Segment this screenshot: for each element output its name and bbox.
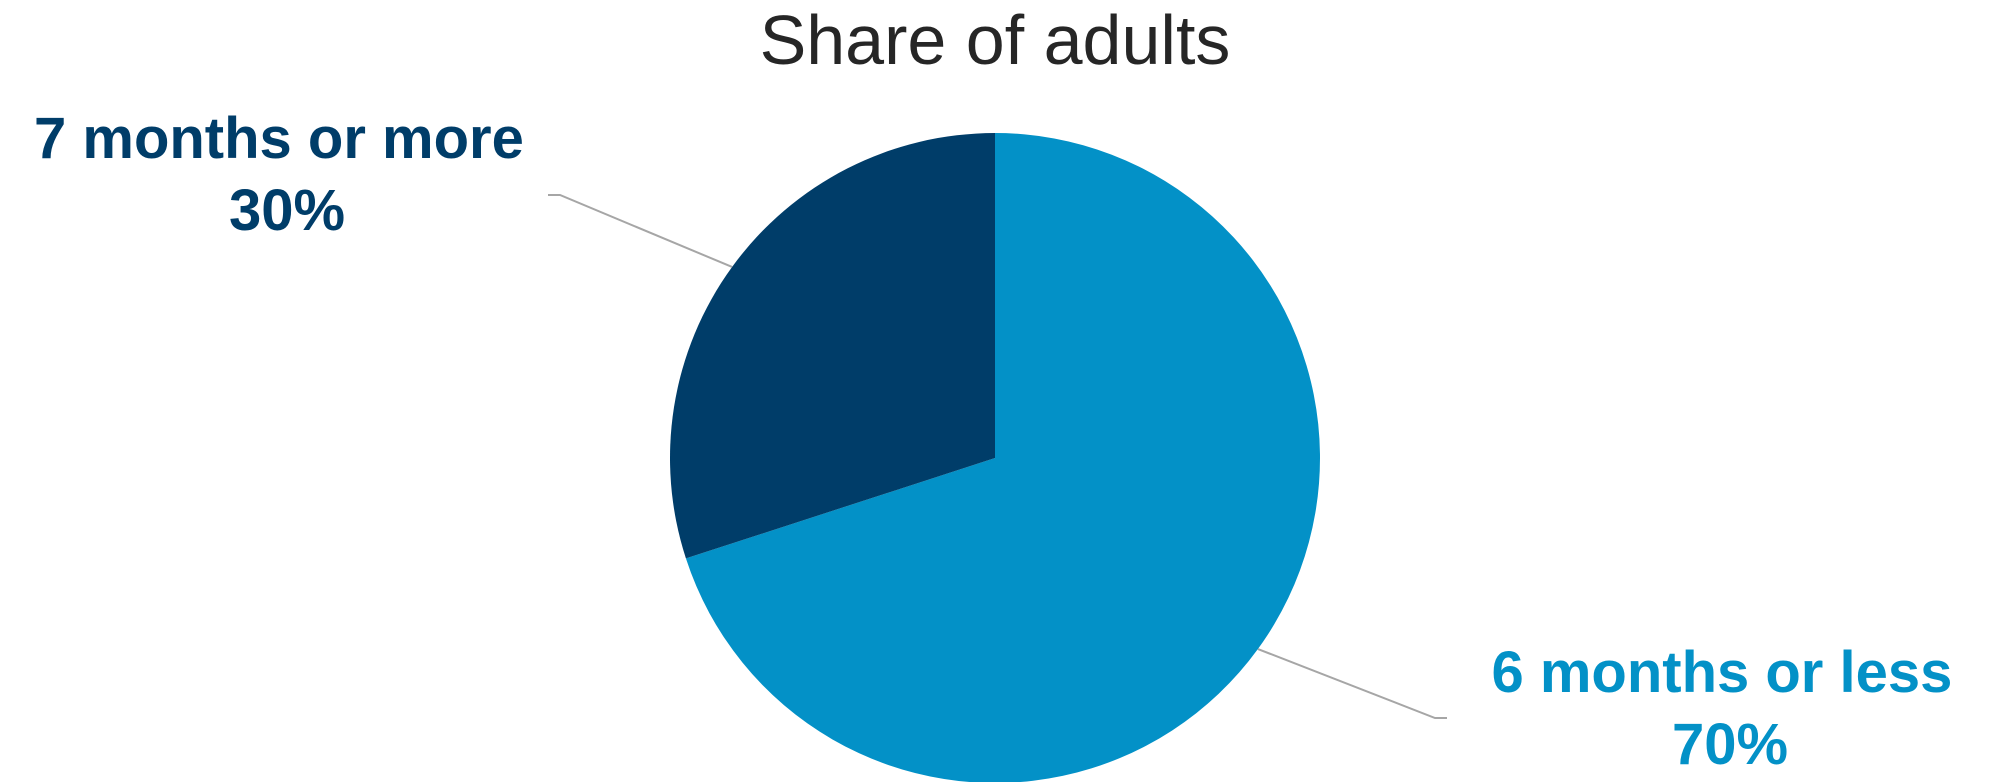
pie-slice-7-months-or-more — [669, 133, 995, 559]
slice-name-6-months-or-less: 6 months or less — [1491, 640, 1952, 705]
slice-name-7-months-or-more: 7 months or more — [34, 106, 524, 171]
chart-title: Share of adults — [760, 1, 1231, 79]
leader-lines — [548, 194, 1447, 719]
leader-line-6-months-or-less — [1257, 648, 1447, 719]
leader-line-7-months-or-more — [548, 194, 733, 268]
pie-slices — [669, 133, 1320, 782]
pie-slice-6-months-or-less — [685, 133, 1320, 782]
slice-label-6-months-or-less: 6 months or less 70% — [1491, 640, 1968, 777]
slice-value-7-months-or-more: 30% — [229, 178, 345, 243]
slice-label-7-months-or-more: 7 months or more 30% — [34, 106, 540, 243]
slice-value-6-months-or-less: 70% — [1672, 712, 1788, 777]
